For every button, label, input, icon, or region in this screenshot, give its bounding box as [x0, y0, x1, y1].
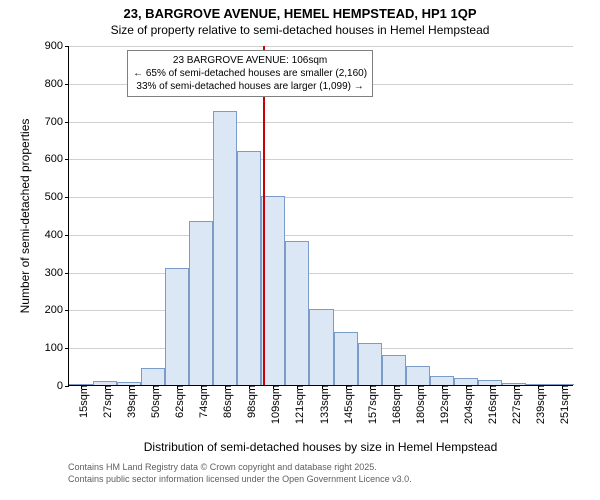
y-axis-label: Number of semi-detached properties	[18, 46, 32, 386]
histogram-bar	[478, 380, 502, 385]
x-tick-label: 133sqm	[313, 385, 331, 424]
histogram-bar	[93, 381, 117, 385]
plot-area: 010020030040050060070080090015sqm27sqm39…	[68, 46, 573, 386]
annotation-line: 33% of semi-detached houses are larger (…	[133, 80, 367, 93]
histogram-bar	[309, 309, 333, 385]
x-tick-label: 227sqm	[505, 385, 523, 424]
histogram-bar	[189, 221, 213, 385]
histogram-bar	[141, 368, 165, 385]
gridline	[69, 46, 573, 47]
gridline	[69, 159, 573, 160]
x-tick-label: 121sqm	[288, 385, 306, 424]
x-tick-label: 145sqm	[337, 385, 355, 424]
x-tick-label: 157sqm	[361, 385, 379, 424]
x-tick-label: 168sqm	[385, 385, 403, 424]
histogram-bar	[334, 332, 358, 385]
histogram-bar	[430, 376, 454, 385]
chart-title: 23, BARGROVE AVENUE, HEMEL HEMPSTEAD, HP…	[0, 6, 600, 21]
annotation-box: 23 BARGROVE AVENUE: 106sqm← 65% of semi-…	[127, 50, 373, 97]
x-tick-label: 192sqm	[433, 385, 451, 424]
footer-line-1: Contains HM Land Registry data © Crown c…	[68, 462, 412, 474]
y-tick-label: 800	[45, 78, 69, 90]
histogram-bar	[213, 111, 237, 385]
x-axis-label: Distribution of semi-detached houses by …	[68, 440, 573, 454]
histogram-bar	[382, 355, 406, 385]
y-tick-label: 0	[57, 380, 69, 392]
footer-credits: Contains HM Land Registry data © Crown c…	[68, 462, 412, 485]
y-tick-label: 900	[45, 40, 69, 52]
gridline	[69, 273, 573, 274]
gridline	[69, 235, 573, 236]
histogram-bar	[358, 343, 382, 385]
y-tick-label: 300	[45, 267, 69, 279]
x-tick-label: 239sqm	[529, 385, 547, 424]
histogram-bar	[406, 366, 430, 385]
y-tick-label: 400	[45, 229, 69, 241]
x-tick-label: 27sqm	[96, 385, 114, 418]
gridline	[69, 197, 573, 198]
y-tick-label: 100	[45, 342, 69, 354]
histogram-bar	[285, 241, 309, 385]
x-tick-label: 86sqm	[216, 385, 234, 418]
annotation-line: 23 BARGROVE AVENUE: 106sqm	[133, 54, 367, 67]
y-tick-label: 700	[45, 116, 69, 128]
x-tick-label: 216sqm	[481, 385, 499, 424]
x-tick-label: 251sqm	[553, 385, 571, 424]
chart-subtitle: Size of property relative to semi-detach…	[0, 23, 600, 37]
histogram-bar	[237, 151, 261, 385]
title-block: 23, BARGROVE AVENUE, HEMEL HEMPSTEAD, HP…	[0, 0, 600, 37]
histogram-bar	[526, 384, 550, 385]
x-tick-label: 39sqm	[120, 385, 138, 418]
annotation-line: ← 65% of semi-detached houses are smalle…	[133, 67, 367, 80]
x-tick-label: 98sqm	[240, 385, 258, 418]
x-tick-label: 204sqm	[457, 385, 475, 424]
footer-line-2: Contains public sector information licen…	[68, 474, 412, 486]
x-tick-label: 180sqm	[409, 385, 427, 424]
y-tick-label: 500	[45, 191, 69, 203]
histogram-bar	[550, 384, 574, 385]
histogram-bar	[165, 268, 189, 385]
chart-container: 23, BARGROVE AVENUE, HEMEL HEMPSTEAD, HP…	[0, 0, 600, 500]
histogram-bar	[502, 383, 526, 385]
x-tick-label: 50sqm	[144, 385, 162, 418]
x-tick-label: 15sqm	[72, 385, 90, 418]
y-tick-label: 600	[45, 153, 69, 165]
x-tick-label: 74sqm	[192, 385, 210, 418]
gridline	[69, 122, 573, 123]
y-tick-label: 200	[45, 304, 69, 316]
x-tick-label: 109sqm	[264, 385, 282, 424]
x-tick-label: 62sqm	[168, 385, 186, 418]
histogram-bar	[454, 378, 478, 385]
histogram-bar	[69, 384, 93, 385]
histogram-bar	[117, 382, 141, 385]
